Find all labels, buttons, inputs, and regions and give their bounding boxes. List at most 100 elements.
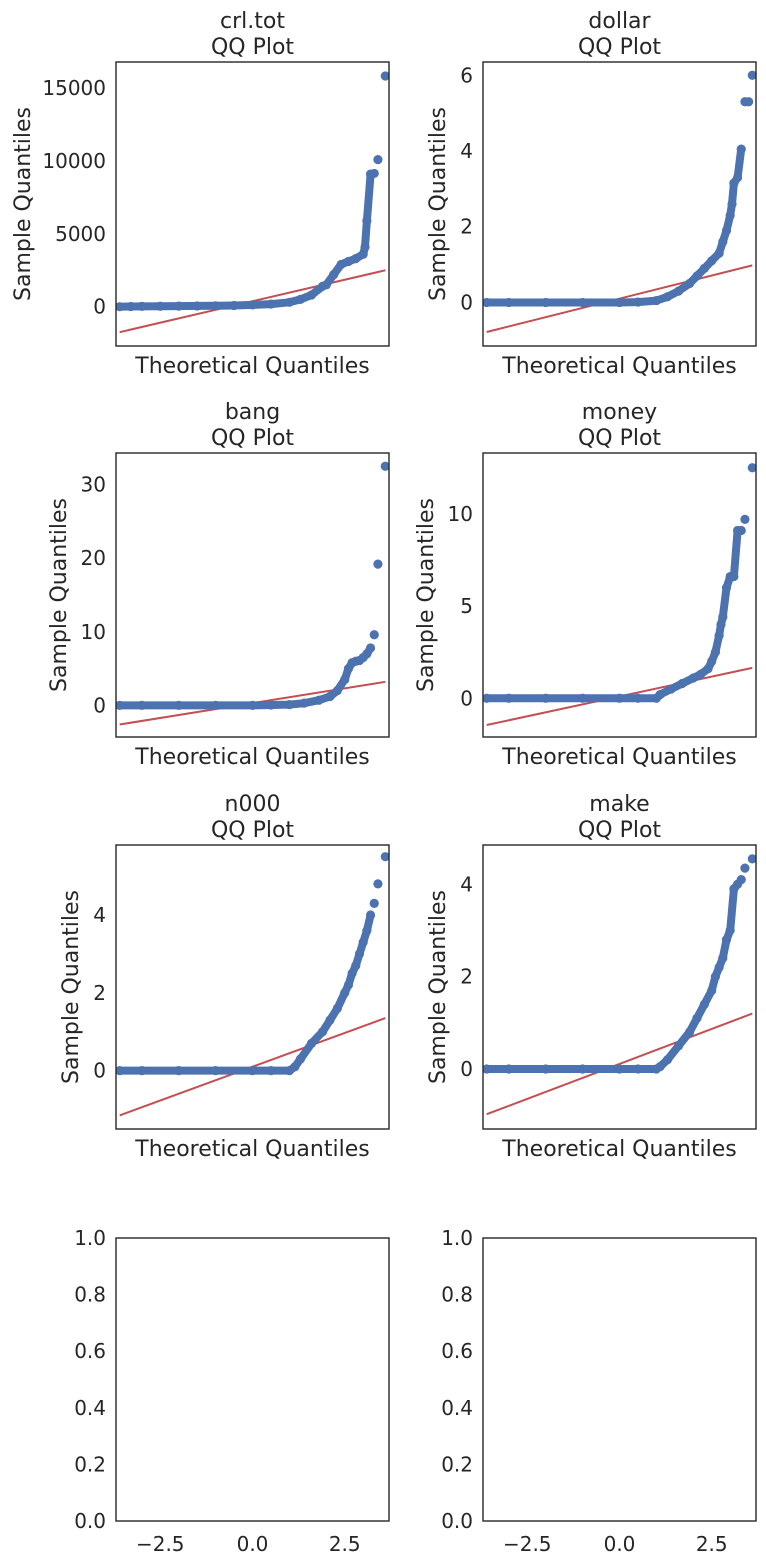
data-point: [314, 695, 324, 705]
x-tick-label: 0.0: [604, 1532, 636, 1556]
data-point: [369, 168, 379, 179]
point-curve: [116, 170, 375, 311]
data-point: [714, 962, 724, 972]
data-point: [354, 949, 365, 959]
data-point: [325, 691, 335, 702]
data-point: [710, 972, 721, 982]
data-point: [729, 571, 739, 582]
y-axis-label: Sample Quantiles: [426, 890, 451, 1084]
data-point: [655, 689, 665, 700]
axes-frame: [115, 1237, 390, 1522]
data-point: [504, 1064, 514, 1074]
x-tick-label: −2.5: [503, 1532, 552, 1556]
y-axis-label: Sample Quantiles: [414, 498, 439, 692]
point-curve: [652, 880, 742, 1073]
axes-frame: [115, 844, 390, 1130]
plot-area: [483, 463, 756, 726]
data-point: [707, 656, 717, 666]
data-point: [662, 1055, 673, 1065]
data-point: [369, 630, 379, 640]
data-point: [744, 97, 754, 107]
data-point: [137, 301, 147, 311]
y-tick-label: 0: [93, 295, 106, 319]
data-point: [747, 463, 756, 473]
data-point: [614, 297, 625, 308]
data-point: [373, 879, 383, 889]
x-tick-label: 0.0: [237, 1532, 269, 1556]
data-point: [373, 559, 383, 569]
data-point: [192, 301, 202, 311]
data-point: [174, 1066, 184, 1076]
data-point: [321, 280, 331, 290]
data-point: [116, 302, 125, 312]
plot-area: [116, 852, 389, 1117]
data-point: [306, 290, 317, 300]
panel-subtitle: QQ Plot: [578, 35, 661, 60]
reference-line: [486, 1012, 753, 1116]
data-point: [116, 1066, 125, 1076]
data-point: [362, 925, 372, 936]
x-axis-label: Theoretical Quantiles: [134, 1137, 369, 1162]
data-point: [358, 249, 368, 259]
data-point: [332, 1003, 342, 1013]
y-tick-label: 0: [460, 290, 473, 314]
data-point: [290, 1062, 300, 1072]
data-point: [369, 898, 379, 908]
panel-title: money: [582, 400, 657, 425]
data-point: [351, 254, 361, 264]
data-point: [578, 1064, 588, 1074]
data-point: [727, 199, 737, 209]
point-curve: [652, 526, 742, 703]
data-point: [684, 1027, 695, 1037]
x-axis-label: Theoretical Quantiles: [501, 354, 736, 379]
data-point: [714, 630, 724, 641]
data-point: [211, 301, 221, 311]
y-axis-label: Sample Quantiles: [59, 890, 84, 1084]
data-point: [747, 854, 756, 864]
data-point: [332, 686, 342, 696]
data-point: [614, 1064, 625, 1074]
data-point: [633, 693, 643, 703]
data-point: [211, 700, 221, 710]
data-point: [137, 1066, 147, 1076]
y-axis-label: Sample Quantiles: [47, 498, 72, 692]
data-point: [718, 237, 728, 247]
data-point: [229, 300, 239, 311]
data-point: [541, 693, 551, 703]
data-point: [299, 698, 309, 708]
point-curve: [285, 911, 375, 1075]
y-tick-label: 0: [460, 1057, 473, 1081]
data-point: [707, 256, 717, 266]
data-point: [718, 612, 728, 622]
x-axis-label: Theoretical Quantiles: [134, 745, 369, 770]
data-point: [651, 295, 661, 306]
y-tick-label: 0.0: [74, 1509, 106, 1533]
y-tick-label: 0.4: [441, 1396, 473, 1420]
data-point: [211, 1066, 221, 1076]
x-tick-label: −2.5: [136, 1532, 185, 1556]
data-point: [358, 937, 368, 947]
data-point: [732, 172, 743, 183]
y-tick-label: 4: [460, 872, 473, 896]
y-tick-label: 4: [460, 139, 473, 163]
data-point: [504, 693, 514, 703]
data-point: [266, 299, 276, 309]
data-point: [714, 248, 724, 258]
data-point: [174, 301, 184, 311]
y-tick-label: 0: [460, 686, 473, 710]
data-point: [380, 461, 389, 471]
data-point: [295, 1054, 306, 1064]
data-point: [692, 1013, 702, 1023]
y-tick-label: 5: [460, 594, 473, 618]
y-tick-label: 0.8: [74, 1283, 106, 1307]
data-point: [343, 980, 354, 990]
data-point: [721, 935, 732, 945]
data-point: [541, 1064, 551, 1074]
x-axis-label: Theoretical Quantiles: [501, 1137, 736, 1162]
data-point: [696, 669, 706, 679]
y-tick-label: 4: [93, 903, 106, 927]
axes-frame: [482, 61, 757, 347]
data-point: [740, 863, 750, 873]
